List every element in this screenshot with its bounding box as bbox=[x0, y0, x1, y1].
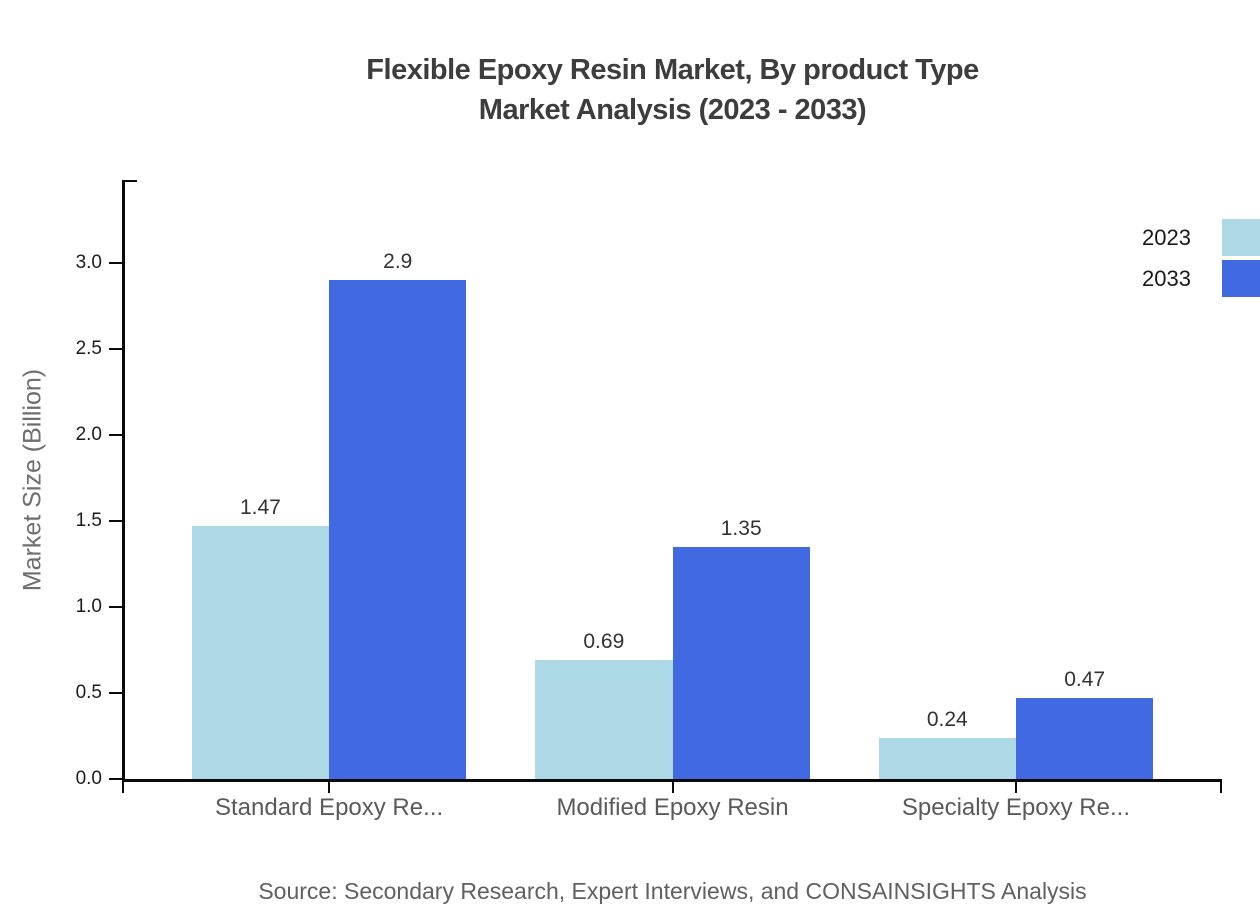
x-tick bbox=[1014, 782, 1017, 793]
y-tick bbox=[109, 605, 122, 608]
y-tick-label: 1.5 bbox=[75, 509, 102, 531]
legend-swatch-2023 bbox=[1222, 219, 1260, 256]
legend-item: 2033 bbox=[1142, 260, 1260, 297]
y-tick-label: 0.5 bbox=[75, 681, 102, 703]
legend-swatch-2033 bbox=[1222, 260, 1260, 297]
x-category-label: Modified Epoxy Resin bbox=[556, 794, 789, 821]
legend: 2023 2033 bbox=[1142, 219, 1260, 301]
y-tick bbox=[109, 433, 122, 436]
x-axis-line bbox=[122, 779, 1222, 782]
y-tick bbox=[109, 519, 122, 522]
legend-label: 2033 bbox=[1142, 265, 1191, 291]
y-tick bbox=[109, 347, 122, 350]
bar-2023-category-2 bbox=[535, 660, 673, 779]
x-axis-origin-tick bbox=[122, 782, 124, 793]
y-tick bbox=[109, 691, 122, 694]
bar-2033-category-2 bbox=[672, 546, 810, 779]
y-axis-line bbox=[122, 180, 125, 782]
bar-value-label: 2.9 bbox=[383, 249, 413, 273]
x-tick bbox=[328, 782, 331, 793]
x-axis-end-cap bbox=[1220, 782, 1222, 793]
source-note: Source: Secondary Research, Expert Inter… bbox=[258, 878, 1087, 904]
chart-title-line1: Flexible Epoxy Resin Market, By product … bbox=[366, 54, 979, 86]
bar-value-label: 0.47 bbox=[1064, 668, 1106, 692]
legend-label: 2023 bbox=[1142, 224, 1191, 250]
y-tick-label: 1.0 bbox=[75, 595, 102, 617]
bar-2033-category-1 bbox=[329, 279, 467, 779]
y-tick bbox=[109, 261, 122, 264]
y-tick bbox=[109, 778, 122, 780]
y-axis-end-cap bbox=[125, 180, 137, 182]
bar-2033-category-3 bbox=[1015, 698, 1154, 779]
bar-2023-category-1 bbox=[191, 525, 330, 779]
y-tick-label: 3.0 bbox=[75, 251, 102, 273]
chart-title: Flexible Epoxy Resin Market, By product … bbox=[123, 50, 1222, 130]
bar-value-label: 1.47 bbox=[239, 495, 281, 519]
bar-value-label: 1.35 bbox=[720, 516, 762, 540]
y-tick-label: 0.0 bbox=[75, 768, 102, 789]
x-tick bbox=[671, 782, 674, 793]
bar-2023-category-3 bbox=[878, 737, 1016, 779]
bar-value-label: 0.24 bbox=[926, 707, 968, 731]
x-category-label: Specialty Epoxy Re... bbox=[901, 794, 1130, 821]
bar-value-label: 0.69 bbox=[583, 630, 625, 654]
y-tick-label: 2.5 bbox=[75, 337, 102, 359]
legend-item: 2023 bbox=[1142, 219, 1260, 256]
chart-title-line2: Market Analysis (2023 - 2033) bbox=[478, 94, 867, 126]
y-tick-label: 2.0 bbox=[75, 423, 102, 445]
x-category-label: Standard Epoxy Re... bbox=[214, 794, 444, 821]
